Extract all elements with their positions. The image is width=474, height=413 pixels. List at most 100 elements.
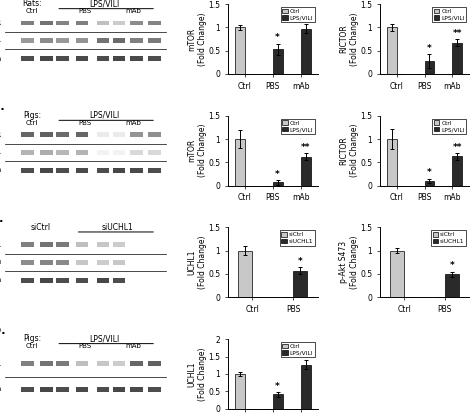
Text: PBS: PBS: [79, 343, 92, 349]
Legend: siCtrl, siUCHL1: siCtrl, siUCHL1: [431, 230, 466, 246]
Bar: [273, 394, 283, 409]
Bar: [301, 365, 310, 409]
Bar: [148, 150, 161, 154]
Bar: [97, 242, 109, 247]
Text: C.: C.: [0, 214, 4, 224]
Bar: [75, 361, 89, 366]
Bar: [130, 387, 143, 392]
Bar: [40, 38, 53, 43]
Bar: [113, 260, 126, 265]
Text: Pigs:: Pigs:: [23, 111, 41, 120]
Text: Ctrl: Ctrl: [26, 8, 38, 14]
Text: *: *: [275, 170, 280, 178]
Bar: [97, 132, 109, 137]
Legend: siCtrl, siUCHL1: siCtrl, siUCHL1: [280, 230, 315, 246]
Bar: [56, 150, 69, 154]
Text: **: **: [301, 14, 310, 23]
Bar: [40, 260, 53, 265]
Bar: [56, 38, 69, 43]
Bar: [387, 27, 397, 74]
Bar: [235, 139, 245, 185]
Bar: [40, 150, 53, 154]
Text: *: *: [427, 168, 432, 177]
Bar: [21, 132, 34, 137]
Text: UCHL1: UCHL1: [0, 361, 1, 366]
Bar: [56, 260, 69, 265]
Bar: [75, 260, 89, 265]
Y-axis label: RICTOR
(Fold Change): RICTOR (Fold Change): [339, 124, 359, 178]
Bar: [97, 56, 109, 61]
Text: LPS/VILI: LPS/VILI: [90, 334, 120, 343]
Bar: [130, 361, 143, 366]
Text: B.: B.: [0, 102, 4, 112]
Bar: [148, 387, 161, 392]
Bar: [387, 139, 397, 185]
Text: mAb: mAb: [126, 343, 141, 349]
Bar: [273, 49, 283, 74]
Bar: [97, 21, 109, 26]
Bar: [235, 27, 245, 74]
Bar: [56, 21, 69, 26]
Bar: [97, 387, 109, 392]
Bar: [113, 168, 126, 173]
Legend: Ctrl, LPS/VILI: Ctrl, LPS/VILI: [281, 119, 315, 134]
Bar: [113, 132, 126, 137]
Text: LPS/VILI: LPS/VILI: [90, 0, 120, 8]
Text: Ctrl: Ctrl: [26, 343, 38, 349]
Text: Pigs:: Pigs:: [23, 334, 41, 343]
Bar: [130, 38, 143, 43]
Bar: [40, 132, 53, 137]
Text: siUCHL1: siUCHL1: [101, 223, 133, 232]
Bar: [148, 168, 161, 173]
Bar: [113, 56, 126, 61]
Bar: [75, 387, 89, 392]
Text: mTOR: mTOR: [0, 20, 1, 26]
Bar: [21, 21, 34, 26]
Bar: [273, 182, 283, 185]
Bar: [75, 242, 89, 247]
Bar: [21, 38, 34, 43]
Bar: [56, 387, 69, 392]
Text: β-actin: β-actin: [0, 167, 1, 173]
Bar: [130, 168, 143, 173]
Y-axis label: mTOR
(Fold Change): mTOR (Fold Change): [188, 12, 207, 66]
Bar: [56, 56, 69, 61]
Text: siCtrl: siCtrl: [30, 223, 50, 232]
Bar: [113, 387, 126, 392]
Text: mTOR: mTOR: [0, 132, 1, 138]
Bar: [40, 387, 53, 392]
Bar: [40, 278, 53, 283]
Text: *: *: [450, 261, 455, 270]
Legend: Ctrl, LPS/VILI: Ctrl, LPS/VILI: [432, 119, 466, 134]
Text: β-actin: β-actin: [0, 386, 1, 392]
Bar: [21, 387, 34, 392]
Bar: [21, 150, 34, 154]
Bar: [75, 21, 89, 26]
Bar: [97, 361, 109, 366]
Text: *: *: [275, 382, 280, 391]
Text: **: **: [453, 28, 462, 38]
Y-axis label: UCHL1
(Fold Change): UCHL1 (Fold Change): [188, 235, 207, 289]
Text: β-actin: β-actin: [0, 278, 1, 283]
Text: LPS/VILI: LPS/VILI: [90, 111, 120, 120]
Bar: [75, 278, 89, 283]
Bar: [148, 38, 161, 43]
Bar: [301, 157, 310, 185]
Bar: [390, 251, 404, 297]
Bar: [75, 132, 89, 137]
Text: *: *: [427, 43, 432, 52]
Legend: Ctrl, LPS/VILI: Ctrl, LPS/VILI: [281, 7, 315, 22]
Bar: [130, 56, 143, 61]
Legend: Ctrl, LPS/VILI: Ctrl, LPS/VILI: [281, 342, 315, 357]
Bar: [425, 181, 434, 185]
Bar: [21, 242, 34, 247]
Bar: [75, 56, 89, 61]
Text: **: **: [453, 142, 462, 152]
Bar: [75, 168, 89, 173]
Text: Ctrl: Ctrl: [26, 120, 38, 126]
Bar: [425, 61, 434, 74]
Bar: [148, 361, 161, 366]
Y-axis label: mTOR
(Fold Change): mTOR (Fold Change): [188, 124, 207, 178]
Bar: [56, 132, 69, 137]
Bar: [97, 168, 109, 173]
